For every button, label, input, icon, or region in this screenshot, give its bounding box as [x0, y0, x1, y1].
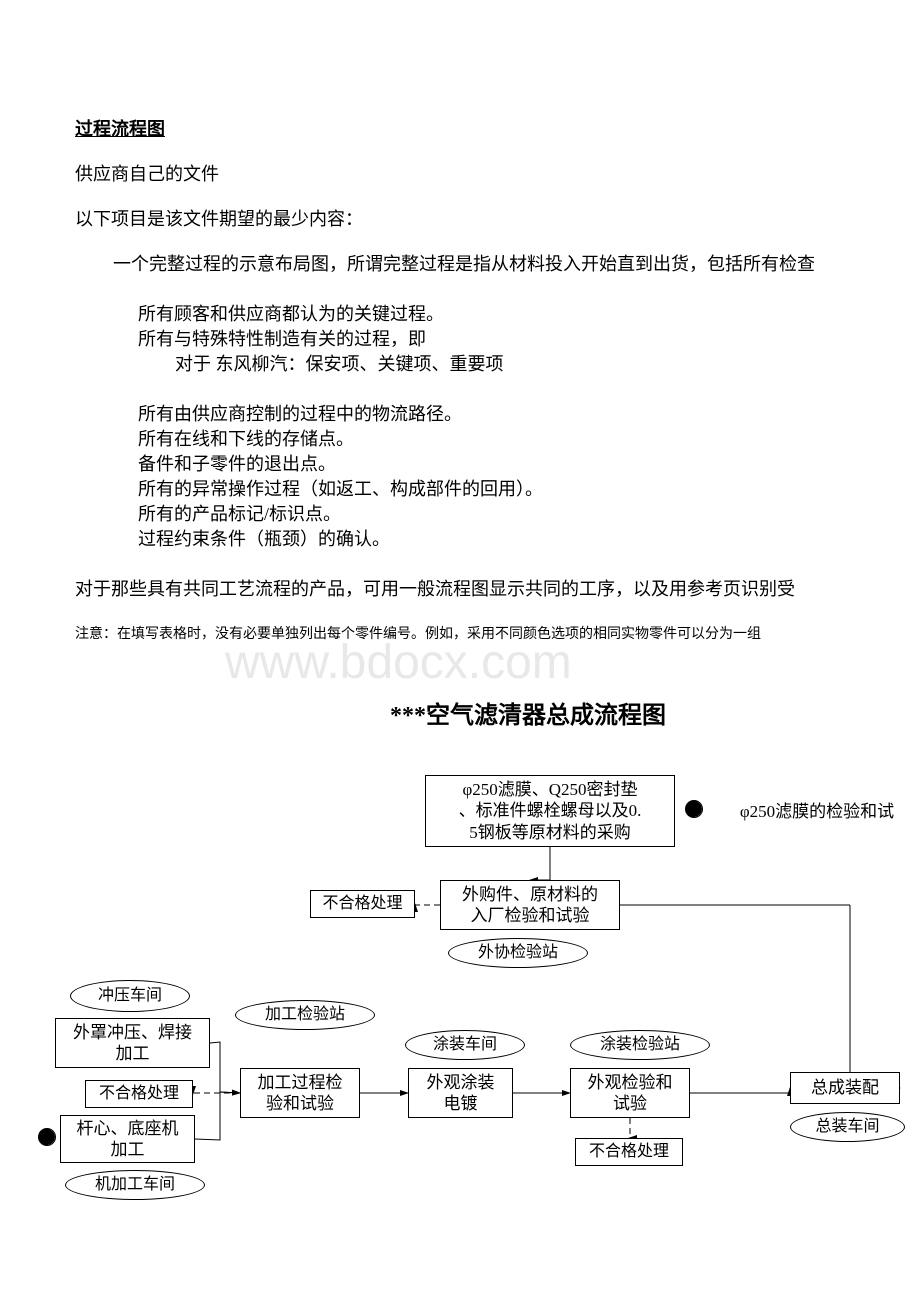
- flow-edge: [195, 1092, 240, 1140]
- bullet-3a: 对于 东风柳汽：保安项、关键项、重要项: [175, 350, 504, 376]
- flow-node-station1: 外协检验站: [448, 938, 588, 968]
- flow-edge: [193, 1093, 240, 1094]
- flow-node-assembly: 总成装配: [790, 1072, 900, 1104]
- flowchart: φ250滤膜、Q250密封垫、标准件螺栓螺母以及0.5钢板等原材料的采购 φ250…: [0, 760, 920, 1301]
- bullet-8: 所有的产品标记/标识点。: [138, 500, 341, 526]
- flow-title: ***空气滤清器总成流程图: [390, 695, 666, 730]
- flow-node-paint_station: 涂装检验站: [570, 1030, 710, 1060]
- bullet-3: 所有与特殊特性制造有关的过程，即: [138, 325, 426, 351]
- flow-edge: [530, 847, 550, 880]
- bullet-2: 所有顾客和供应商都认为的关键过程。: [138, 300, 444, 326]
- bullet-9: 过程约束条件（瓶颈）的确认。: [138, 525, 390, 551]
- bullet-6: 备件和子零件的退出点。: [138, 450, 336, 476]
- watermark: www.bdocx.com: [225, 635, 572, 690]
- flow-node-paint: 外观涂装电镀: [408, 1068, 513, 1118]
- flow-node-mach_shop: 机加工车间: [65, 1170, 205, 1200]
- flow-edge: [415, 904, 440, 905]
- flow-node-rod: 杆心、底座机加工: [60, 1115, 195, 1163]
- flow-node-purchase: φ250滤膜、Q250密封垫、标准件螺栓螺母以及0.5钢板等原材料的采购: [425, 775, 675, 847]
- flow-node-assy_shop: 总装车间: [790, 1112, 905, 1142]
- flow-edge: [210, 1042, 240, 1093]
- flow-node-paint_shop: 涂装车间: [405, 1030, 525, 1060]
- flow-node-reject3: 不合格处理: [575, 1138, 683, 1166]
- bullet-4: 所有由供应商控制的过程中的物流路径。: [138, 400, 462, 426]
- flow-edge: [629, 1118, 630, 1138]
- flow-node-appearance: 外观检验和试验: [570, 1068, 690, 1118]
- flow-node-reject1: 不合格处理: [310, 890, 415, 918]
- flow-node-cover: 外罩冲压、焊接加工: [55, 1018, 210, 1068]
- bullet-7: 所有的异常操作过程（如返工、构成部件的回用）。: [138, 475, 543, 501]
- flow-node-reject2: 不合格处理: [85, 1080, 193, 1108]
- flow-edge: [690, 1088, 790, 1093]
- bullet-1: 一个完整过程的示意布局图，所谓完整过程是指从材料投入开始直到出货，包括所有检查: [113, 250, 815, 276]
- flow-node-stamp_shop: 冲压车间: [70, 980, 190, 1012]
- p3: 对于那些具有共同工艺流程的产品，可用一般流程图显示共同的工序，以及用参考页识别受: [75, 575, 795, 601]
- p1: 供应商自己的文件: [75, 160, 219, 186]
- moon-icon: [38, 1128, 56, 1146]
- flow-node-proc_station: 加工检验站: [235, 1000, 375, 1030]
- flow-node-proc_test: 加工过程检验和试验: [240, 1068, 360, 1118]
- bullet-5: 所有在线和下线的存储点。: [138, 425, 354, 451]
- moon-icon: [685, 800, 703, 818]
- p2: 以下项目是该文件期望的最少内容：: [75, 205, 363, 231]
- heading: 过程流程图: [75, 115, 165, 141]
- flow-node-inspect250: φ250滤膜的检验和试: [712, 800, 920, 824]
- flow-node-incoming: 外购件、原材料的入厂检验和试验: [440, 880, 620, 930]
